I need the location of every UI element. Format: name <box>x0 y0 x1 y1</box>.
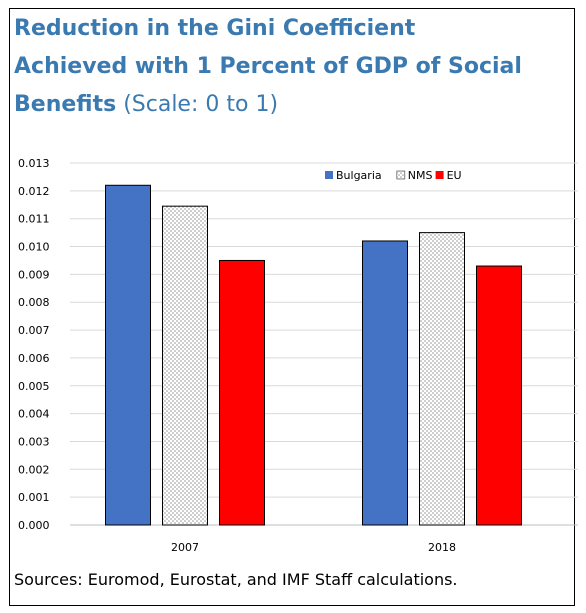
legend-label-bulgaria: Bulgaria <box>336 169 382 182</box>
legend-label-nms: NMS <box>408 169 433 182</box>
legend-swatch-nms <box>396 170 406 180</box>
title-line-1: Reduction in the Gini Coefficient <box>14 16 416 41</box>
x-tick-label: 2007 <box>171 541 199 554</box>
legend-swatch-bulgaria <box>325 171 333 179</box>
y-tick-label: 0.012 <box>18 185 50 198</box>
y-tick-label: 0.004 <box>18 408 50 421</box>
bar-nms-2007 <box>162 205 208 526</box>
y-tick-label: 0.005 <box>18 380 50 393</box>
bar-bulgaria-2007 <box>105 184 151 526</box>
bar-bulgaria-2018 <box>362 240 408 526</box>
bar-eu-2007 <box>219 259 265 526</box>
bar-eu-2018 <box>476 265 522 526</box>
y-tick-label: 0.002 <box>18 463 50 476</box>
y-tick-label: 0.000 <box>18 519 50 532</box>
legend-swatch-eu <box>435 171 444 179</box>
y-tick-label: 0.003 <box>18 435 50 448</box>
y-tick-label: 0.009 <box>18 268 50 281</box>
y-tick-label: 0.013 <box>18 157 50 170</box>
legend-label-eu: EU <box>447 169 462 182</box>
y-tick-label: 0.011 <box>18 213 50 226</box>
title-scale-note: (Scale: 0 to 1) <box>116 92 279 117</box>
title-line-3-bold: Benefits <box>14 92 117 117</box>
y-tick-label: 0.001 <box>18 491 50 504</box>
title-line-3: Benefits (Scale: 0 to 1) <box>14 86 554 124</box>
x-tick-label: 2018 <box>428 541 456 554</box>
chart-title: Reduction in the Gini Coefficient Achiev… <box>14 10 554 124</box>
y-tick-label: 0.008 <box>18 296 50 309</box>
y-tick-label: 0.006 <box>18 352 50 365</box>
title-line-2: Achieved with 1 Percent of GDP of Social <box>14 54 522 79</box>
source-note: Sources: Euromod, Eurostat, and IMF Staf… <box>14 570 458 589</box>
y-tick-label: 0.007 <box>18 324 50 337</box>
bar-nms-2018 <box>419 232 465 526</box>
y-tick-label: 0.010 <box>18 241 50 254</box>
